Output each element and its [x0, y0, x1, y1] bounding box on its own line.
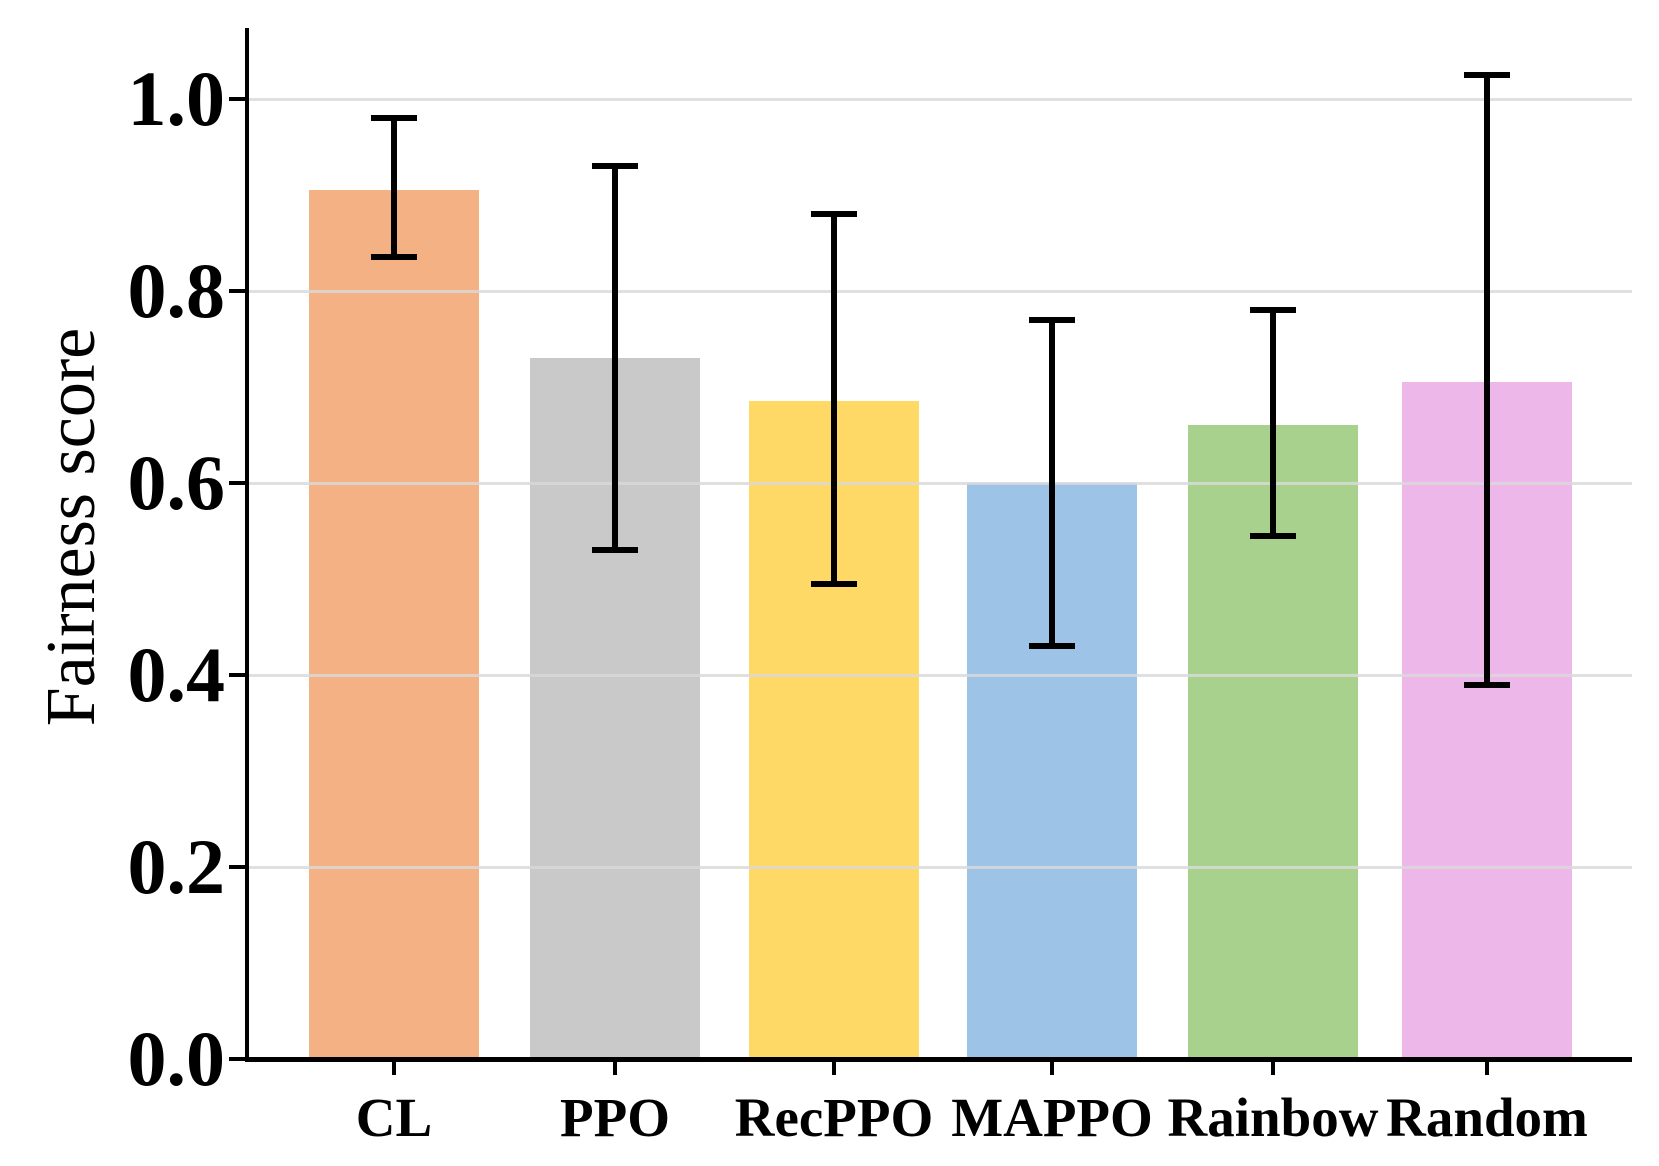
x-tick-MAPPO: [1050, 1062, 1054, 1075]
x-tick-label-CL: CL: [355, 1087, 433, 1148]
x-axis-line: [245, 1057, 1632, 1062]
error-cap-bottom-Random: [1464, 681, 1510, 688]
gridline-y-1: [247, 97, 1632, 101]
error-cap-top-RecPPO: [811, 211, 857, 218]
x-tick-label-Random: Random: [1386, 1087, 1588, 1148]
y-tick-0.2: [229, 865, 247, 869]
y-tick-label-1.0: 1.0: [127, 55, 226, 142]
error-cap-top-Random: [1464, 72, 1510, 78]
error-bar-Rainbow: [1270, 310, 1276, 536]
x-tick-Random: [1485, 1062, 1489, 1075]
error-bar-RecPPO: [831, 214, 837, 584]
x-tick-Rainbow: [1271, 1062, 1275, 1075]
x-tick-RecPPO: [832, 1062, 836, 1075]
error-cap-top-PPO: [592, 163, 638, 170]
y-tick-0.8: [229, 289, 247, 293]
error-cap-top-MAPPO: [1029, 316, 1075, 323]
y-tick-label-0.4: 0.4: [127, 631, 226, 718]
x-tick-label-Rainbow: Rainbow: [1167, 1087, 1379, 1148]
error-cap-bottom-PPO: [592, 547, 638, 554]
gridline-y-0.6: [247, 481, 1632, 485]
x-tick-label-RecPPO: RecPPO: [734, 1087, 934, 1148]
gridline-y-0.2: [247, 865, 1632, 869]
y-axis-line: [245, 28, 249, 1061]
y-tick-0.6: [229, 481, 247, 485]
y-tick-0.4: [229, 673, 247, 677]
gridline-y-0.4: [247, 673, 1632, 677]
error-bar-PPO: [612, 166, 618, 551]
error-bar-CL: [391, 118, 397, 258]
y-tick-label-0.0: 0.0: [127, 1015, 226, 1102]
error-bar-Random: [1484, 75, 1490, 685]
y-tick-1.0: [229, 97, 247, 101]
error-cap-top-CL: [371, 115, 417, 122]
y-tick-label-0.6: 0.6: [127, 439, 226, 526]
y-tick-0.0: [229, 1057, 247, 1061]
x-tick-label-PPO: PPO: [560, 1087, 670, 1148]
x-tick-label-MAPPO: MAPPO: [951, 1087, 1153, 1148]
error-cap-bottom-Rainbow: [1250, 532, 1296, 539]
y-tick-label-0.2: 0.2: [127, 823, 226, 910]
y-tick-label-0.8: 0.8: [127, 247, 226, 334]
x-tick-PPO: [613, 1062, 617, 1075]
error-cap-top-Rainbow: [1250, 307, 1296, 314]
error-cap-bottom-MAPPO: [1029, 643, 1075, 650]
error-cap-bottom-CL: [371, 254, 417, 261]
y-axis-title: Fairness score: [33, 327, 110, 727]
bar-CL: [309, 190, 479, 1059]
x-tick-CL: [392, 1062, 396, 1075]
error-bar-MAPPO: [1049, 319, 1055, 647]
error-cap-bottom-RecPPO: [811, 580, 857, 587]
gridline-y-0.8: [247, 289, 1632, 293]
